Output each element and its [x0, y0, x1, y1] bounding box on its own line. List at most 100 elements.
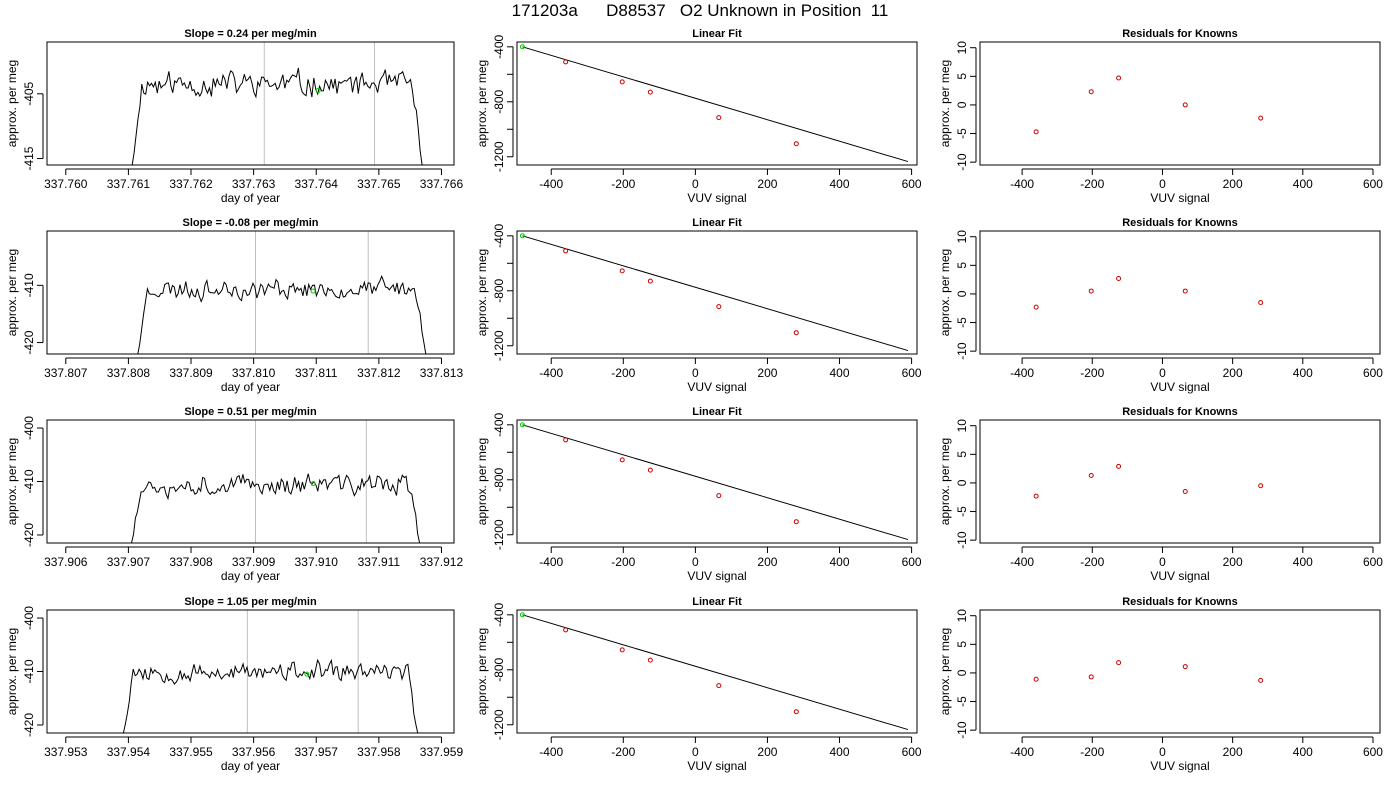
x-tick-label: 0 — [1159, 555, 1166, 569]
x-tick-label: 337.812 — [357, 366, 401, 380]
unknown-point — [519, 422, 525, 428]
y-tick-label: -10 — [955, 153, 969, 171]
y-axis-label: approx. per meg — [938, 60, 952, 147]
panel-2-1: Slope = -0.08 per meg/min 337.807 337.808 3… — [5, 217, 463, 394]
residual-point — [1088, 674, 1094, 680]
unknown-marker — [310, 288, 316, 294]
y-axis-label: approx. per meg — [5, 438, 19, 525]
x-tick-label: 337.959 — [420, 745, 464, 759]
y-tick-label: -420 — [22, 713, 36, 737]
x-axis-label: VUV signal — [687, 569, 746, 583]
plot-data — [519, 233, 909, 352]
known-point — [647, 467, 653, 473]
x-tick-label: -200 — [611, 555, 635, 569]
residual-point — [1033, 304, 1039, 310]
x-tick-label: 200 — [757, 366, 777, 380]
y-tick-label: 5 — [955, 641, 969, 648]
y-tick-label: 5 — [955, 451, 969, 458]
y-tick-label: 10 — [955, 41, 969, 55]
y-axis-label: approx. per meg — [938, 628, 952, 715]
panel-title: Slope = 0.51 per meg/min — [184, 406, 317, 418]
x-tick-label: 0 — [1159, 745, 1166, 759]
x-tick-label: 200 — [757, 177, 777, 191]
x-tick-label: 337.763 — [232, 177, 276, 191]
x-tick-label: 337.811 — [295, 366, 338, 380]
x-tick-label: 0 — [692, 177, 699, 191]
x-tick-label: 400 — [830, 745, 850, 759]
panel-title: Residuals for Knowns — [1122, 28, 1238, 40]
plot-frame — [516, 230, 918, 355]
x-tick-label: -400 — [1010, 366, 1034, 380]
y-tick-label: -400 — [492, 602, 506, 626]
x-tick-label: 400 — [830, 555, 850, 569]
known-point — [647, 278, 653, 284]
residual-point — [1182, 664, 1188, 670]
known-point — [716, 683, 722, 689]
plot-frame — [516, 419, 918, 544]
unknown-point — [519, 44, 525, 50]
known-point — [563, 248, 569, 254]
y-tick-label: -10 — [955, 721, 969, 739]
x-tick-label: -400 — [1010, 745, 1034, 759]
plot-data — [519, 612, 909, 731]
x-tick-label: -400 — [539, 555, 563, 569]
y-axis-label: approx. per meg — [5, 60, 19, 147]
y-tick-label: -5 — [955, 506, 969, 517]
x-tick-label: -200 — [611, 745, 635, 759]
y-axis-label: approx. per meg — [5, 249, 19, 336]
x-tick-label: 337.911 — [358, 555, 401, 569]
residual-point — [1182, 288, 1188, 294]
x-axis-label: VUV signal — [1150, 569, 1209, 583]
x-tick-label: 337.907 — [107, 555, 151, 569]
known-point — [563, 627, 569, 633]
y-tick-label: -420 — [22, 330, 36, 354]
x-tick-label: -200 — [1080, 366, 1104, 380]
residual-point — [1258, 300, 1264, 306]
residual-point — [1258, 677, 1264, 683]
plot-data — [131, 420, 421, 543]
known-point — [619, 647, 625, 653]
panel-4-3: Residuals for Knowns -400 -200 0 200 400 600 VU… — [938, 596, 1383, 773]
x-tick-label: 337.956 — [232, 745, 276, 759]
x-tick-label: 400 — [830, 177, 850, 191]
y-axis-label: approx. per meg — [475, 628, 489, 715]
x-tick-label: 400 — [1293, 745, 1313, 759]
fit-line — [522, 614, 909, 731]
unknown-marker — [304, 671, 310, 677]
x-axis-label: VUV signal — [687, 191, 746, 205]
fit-line — [522, 424, 909, 541]
fit-line — [522, 46, 909, 163]
x-tick-label: 0 — [692, 745, 699, 759]
panel-1-3: Residuals for Knowns -400 -200 0 200 400 600 VU… — [938, 28, 1383, 205]
y-axis-label: approx. per meg — [475, 438, 489, 525]
y-tick-label: -10 — [955, 342, 969, 360]
x-tick-label: 0 — [1159, 366, 1166, 380]
y-tick-label: 0 — [955, 479, 969, 486]
known-point — [647, 89, 653, 95]
x-axis-label: day of year — [221, 191, 280, 205]
plot-frame — [979, 41, 1381, 166]
y-tick-label: 0 — [955, 669, 969, 676]
x-axis-label: day of year — [221, 380, 280, 394]
y-tick-label: -400 — [22, 606, 36, 630]
panel-2-2: Linear Fit -400 -200 0 200 400 600 VUV signal -4… — [475, 217, 922, 394]
signal-trace — [131, 67, 423, 165]
x-tick-label: 400 — [1293, 177, 1313, 191]
y-tick-label: -400 — [492, 223, 506, 247]
unknown-marker — [315, 88, 321, 94]
residual-point — [1088, 89, 1094, 95]
x-tick-label: 337.809 — [169, 366, 213, 380]
x-tick-label: -200 — [1080, 745, 1104, 759]
y-tick-label: -400 — [492, 412, 506, 436]
known-point — [793, 709, 799, 715]
plot-data — [519, 44, 909, 163]
x-axis-label: day of year — [221, 759, 280, 773]
plot-frame — [979, 230, 1381, 355]
y-tick-label: -800 — [492, 657, 506, 681]
x-axis-label: day of year — [221, 569, 280, 583]
known-point — [716, 115, 722, 121]
signal-trace — [137, 274, 427, 354]
fit-line — [522, 235, 909, 352]
x-tick-label: -200 — [1080, 555, 1104, 569]
y-tick-label: 5 — [955, 262, 969, 269]
